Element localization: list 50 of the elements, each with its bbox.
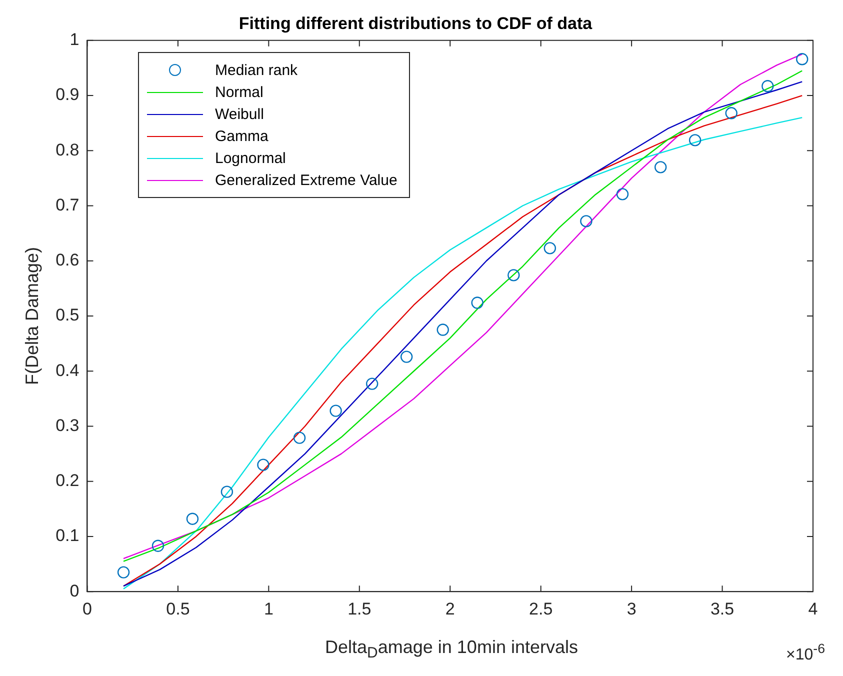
x-tick-label: 0.5 (166, 599, 190, 618)
legend-label: Generalized Extreme Value (215, 172, 398, 188)
point (580, 215, 592, 228)
y-tick-label: 0 (70, 581, 80, 600)
y-tick-label: 0.3 (56, 416, 80, 435)
x-tick-label: 3.5 (710, 599, 734, 618)
point (152, 540, 164, 552)
y-tick-label: 0.5 (56, 306, 80, 325)
y-tick-label: 0.9 (56, 85, 80, 104)
x-axis-title: Delta$_{D}$amage in 10min intervals (325, 637, 578, 662)
point (796, 53, 808, 66)
point (654, 161, 667, 174)
point (544, 242, 556, 254)
x-tick-label: 1 (264, 599, 274, 618)
x-tick-label: 1.5 (348, 599, 372, 618)
y-axis-title: F(Delta Damage) (22, 246, 42, 386)
legend-label: Median rank (215, 62, 298, 78)
legend-label: Gamma (215, 128, 268, 144)
x-tick-label: 0 (82, 599, 92, 618)
point (762, 80, 774, 92)
point (293, 432, 306, 444)
legend-label: Normal (215, 84, 264, 100)
y-tick-label: 0.4 (56, 360, 80, 380)
y-tick-label: 0.6 (56, 250, 80, 270)
legend-label: Weibull (215, 106, 264, 122)
y-tick-label: 0.1 (56, 526, 80, 546)
chart-title: Fitting different distributions to CDF of data (238, 14, 593, 33)
y-tick-label: 1 (70, 30, 80, 50)
point (616, 188, 629, 200)
point (471, 296, 484, 309)
x-tick-label: 3 (626, 599, 636, 618)
y-tick-label: 0.2 (56, 471, 80, 490)
x-tick-label: 2 (445, 599, 455, 618)
point (725, 107, 738, 120)
x-tick-label: 2.5 (529, 599, 553, 618)
point (436, 324, 449, 336)
point (330, 404, 342, 417)
text: ×10$^{-6}$ (786, 640, 825, 664)
point (508, 269, 520, 282)
point (366, 378, 378, 390)
x-tick-label: 4 (808, 599, 818, 618)
point (257, 458, 270, 471)
point (117, 566, 130, 578)
y-tick-label: 0.7 (56, 195, 80, 214)
y-tick-label: 0.8 (56, 140, 80, 160)
point (220, 486, 234, 498)
point (400, 350, 413, 363)
point (688, 134, 702, 146)
legend-label: Lognormal (215, 150, 286, 166)
point (186, 512, 199, 525)
